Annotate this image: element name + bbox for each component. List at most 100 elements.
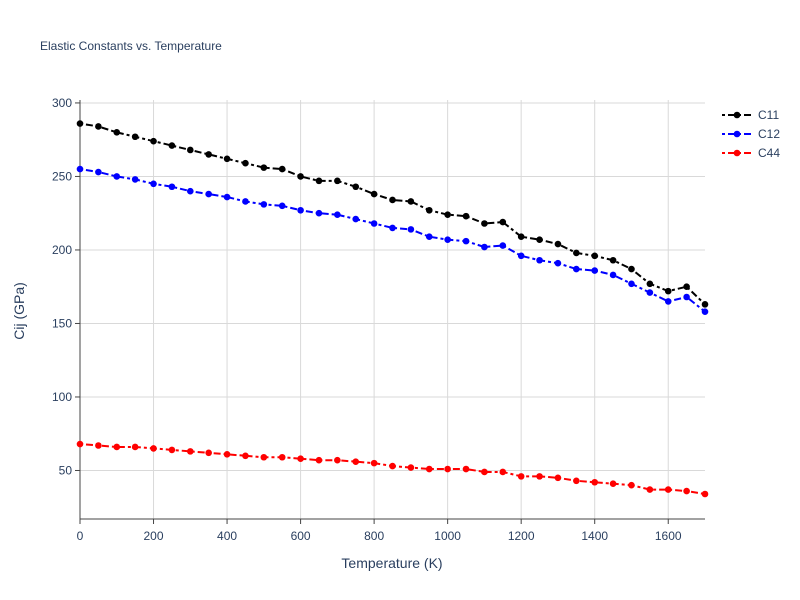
data-point-c12 — [536, 256, 543, 264]
data-point-c12 — [76, 165, 84, 173]
data-point-c12 — [242, 198, 249, 205]
x-tick-label: 1400 — [581, 529, 608, 543]
data-point-c11 — [260, 164, 268, 171]
x-tick-label: 0 — [77, 529, 84, 543]
y-tick-label: 200 — [52, 243, 72, 257]
y-tick-label: 100 — [52, 390, 72, 404]
x-tick-label: 800 — [364, 529, 384, 543]
data-point-c12 — [481, 243, 488, 251]
data-point-c44 — [315, 456, 323, 464]
x-tick-label: 1000 — [434, 529, 461, 543]
data-point-c44 — [591, 478, 599, 486]
data-point-c44 — [131, 443, 139, 451]
data-point-c12 — [315, 209, 323, 217]
data-point-c44 — [205, 449, 212, 457]
data-point-c11 — [554, 240, 562, 248]
data-point-c12 — [701, 308, 709, 316]
data-point-c12 — [407, 226, 415, 233]
data-point-c44 — [278, 453, 286, 461]
data-point-c11 — [223, 155, 231, 163]
x-axis-title: Temperature (K) — [341, 555, 442, 571]
data-point-c44 — [242, 452, 249, 460]
data-point-c44 — [554, 474, 562, 482]
data-point-c11 — [315, 177, 323, 185]
data-point-c12 — [150, 180, 157, 188]
y-tick-label: 300 — [52, 96, 72, 110]
data-point-c12 — [131, 176, 139, 183]
data-point-c11 — [205, 151, 212, 158]
data-point-c44 — [462, 465, 470, 473]
legend-marker — [733, 111, 741, 119]
x-tick-label: 1600 — [655, 529, 682, 543]
series — [76, 120, 709, 498]
axes: 0 200 400 600 800 1000 1200 1400 1600 50 100 150 200… — [52, 96, 705, 543]
legend-label: C12 — [758, 127, 780, 141]
data-point-c44 — [186, 448, 194, 455]
data-point-c12 — [278, 202, 286, 210]
series-c11 — [76, 120, 709, 308]
x-tick-label: 600 — [291, 529, 311, 543]
series-c44 — [76, 440, 709, 498]
data-point-c44 — [444, 465, 451, 473]
data-point-c44 — [168, 446, 176, 454]
data-point-c12 — [517, 252, 525, 260]
data-point-c44 — [95, 442, 102, 449]
data-point-c12 — [499, 242, 507, 249]
data-point-c11 — [407, 198, 415, 205]
data-point-c11 — [683, 283, 690, 291]
data-point-c11 — [481, 220, 488, 227]
legend-item-c11: C11 — [722, 108, 779, 122]
data-point-c11 — [76, 120, 84, 127]
y-tick-label: 50 — [59, 463, 73, 477]
legend-marker — [733, 149, 741, 157]
data-point-c11 — [536, 236, 543, 243]
data-point-c44 — [223, 451, 231, 458]
data-point-c11 — [609, 256, 617, 264]
data-point-c12 — [425, 233, 433, 241]
data-point-c12 — [297, 206, 304, 214]
data-point-c44 — [609, 480, 617, 488]
data-point-c44 — [76, 440, 84, 448]
data-point-c44 — [352, 458, 360, 465]
legend-label: C11 — [758, 108, 779, 122]
legend-marker — [733, 130, 741, 138]
data-point-c11 — [334, 177, 341, 185]
data-point-c11 — [591, 252, 599, 260]
data-point-c12 — [628, 280, 635, 288]
data-point-c44 — [664, 486, 672, 493]
series-line-c12 — [79, 168, 706, 313]
data-point-c11 — [573, 249, 580, 257]
data-point-c44 — [407, 464, 415, 471]
data-point-c11 — [278, 165, 286, 173]
data-point-c11 — [297, 173, 304, 180]
data-point-c11 — [628, 265, 635, 273]
data-point-c12 — [573, 265, 580, 273]
data-point-c12 — [205, 190, 212, 198]
data-point-c12 — [113, 173, 121, 180]
series-c12 — [76, 165, 709, 316]
legend: C11 C12 C44 — [722, 108, 780, 160]
data-point-c44 — [370, 459, 378, 467]
legend-item-c12: C12 — [722, 127, 780, 141]
data-point-c44 — [297, 455, 304, 463]
data-point-c44 — [389, 462, 396, 470]
data-point-c11 — [186, 146, 194, 154]
data-point-c44 — [536, 473, 543, 480]
data-point-c11 — [95, 123, 102, 130]
data-point-c44 — [628, 481, 635, 489]
data-point-c12 — [389, 224, 396, 232]
data-point-c44 — [499, 468, 507, 476]
data-point-c11 — [517, 233, 525, 241]
data-point-c12 — [223, 193, 231, 201]
data-point-c44 — [701, 490, 709, 498]
chart-title: Elastic Constants vs. Temperature — [40, 39, 222, 53]
y-axis-title: Cij (GPa) — [11, 282, 27, 340]
data-point-c12 — [664, 298, 672, 305]
data-point-c12 — [609, 271, 617, 279]
data-point-c12 — [462, 237, 470, 245]
data-point-c12 — [352, 215, 360, 223]
data-point-c11 — [646, 280, 654, 288]
data-point-c11 — [150, 137, 157, 145]
legend-label: C44 — [758, 146, 780, 160]
